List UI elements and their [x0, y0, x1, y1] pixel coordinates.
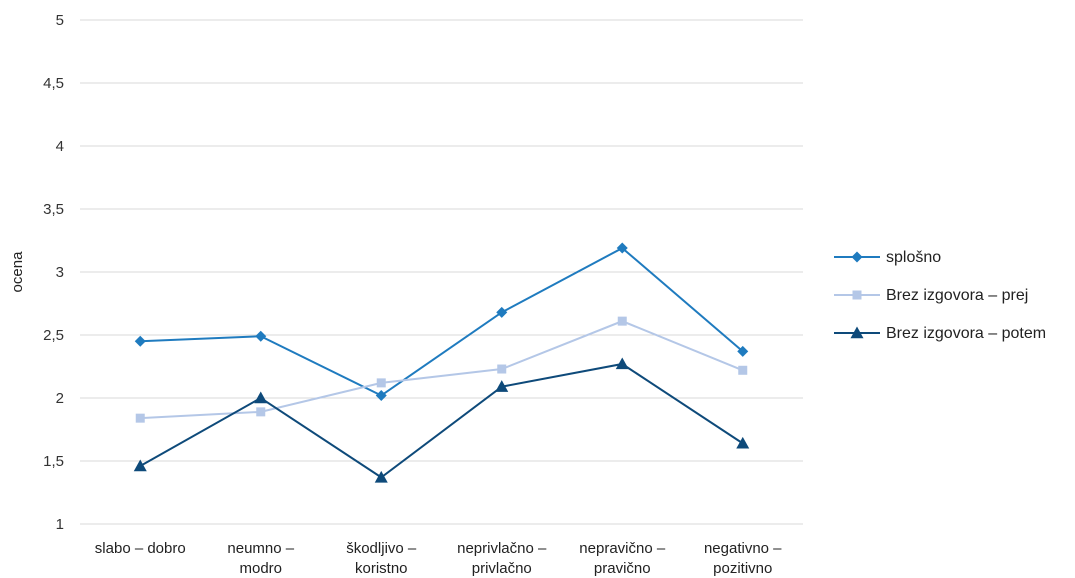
data-point [254, 391, 268, 404]
x-tick-label: slabo – dobro [95, 540, 186, 557]
series-2 [135, 316, 748, 423]
y-tick-label: 1 [56, 516, 64, 533]
data-point [133, 459, 147, 472]
series-1 [134, 242, 749, 401]
series-line [140, 246, 744, 397]
y-tick-label: 4,5 [43, 75, 64, 92]
data-point [375, 389, 387, 401]
data-point [376, 378, 386, 388]
series-line [140, 320, 744, 420]
data-point [615, 357, 629, 370]
data-point [737, 345, 749, 357]
legend-label: splošno [886, 249, 941, 266]
series-lines [133, 242, 750, 483]
x-axis-categories: slabo – dobro neumno – modro škodljivo – kor… [95, 540, 782, 577]
y-tick-label: 2,5 [43, 327, 64, 344]
x-tick-label: neumno – modro [227, 540, 294, 577]
data-point [736, 436, 750, 449]
legend-item: Brez izgovora – prej [834, 287, 1028, 304]
legend-label: Brez izgovora – prej [886, 287, 1028, 304]
x-tick-label: negativno – pozitivno [704, 540, 782, 577]
y-tick-label: 1,5 [43, 453, 64, 470]
y-tick-label: 5 [56, 12, 64, 29]
x-tick-label: nepravično – pravično [579, 540, 666, 577]
series-3 [133, 357, 750, 483]
gridlines [80, 19, 803, 525]
data-point [255, 330, 267, 342]
y-axis-ticks: 1 1,5 2 2,5 3 3,5 4 4,5 5 [43, 12, 64, 533]
y-tick-label: 2 [56, 390, 64, 407]
legend-item: splošno [834, 249, 941, 266]
x-tick-label: škodljivo – koristno [346, 540, 417, 577]
data-point [496, 306, 508, 318]
data-point [495, 380, 509, 392]
data-point [497, 364, 507, 374]
data-point [617, 316, 627, 326]
data-point [134, 335, 146, 347]
x-tick-label: neprivlačno – privlačno [457, 540, 547, 577]
legend-label: Brez izgovora – potem [886, 325, 1046, 342]
data-point [374, 470, 388, 483]
data-point [135, 413, 145, 423]
y-tick-label: 3,5 [43, 201, 64, 218]
y-tick-label: 3 [56, 264, 64, 281]
y-tick-label: 4 [56, 138, 64, 155]
data-point [738, 365, 748, 375]
legend: splošno Brez izgovora – prej Brez izgovora… [834, 249, 1046, 342]
legend-marker [852, 290, 862, 300]
legend-item: Brez izgovora – potem [834, 325, 1046, 342]
y-axis-title: ocena [9, 251, 26, 293]
legend-marker [851, 251, 863, 263]
data-point [616, 242, 628, 254]
legend-marker [850, 326, 864, 339]
data-point [256, 407, 266, 417]
series-line [139, 362, 744, 479]
